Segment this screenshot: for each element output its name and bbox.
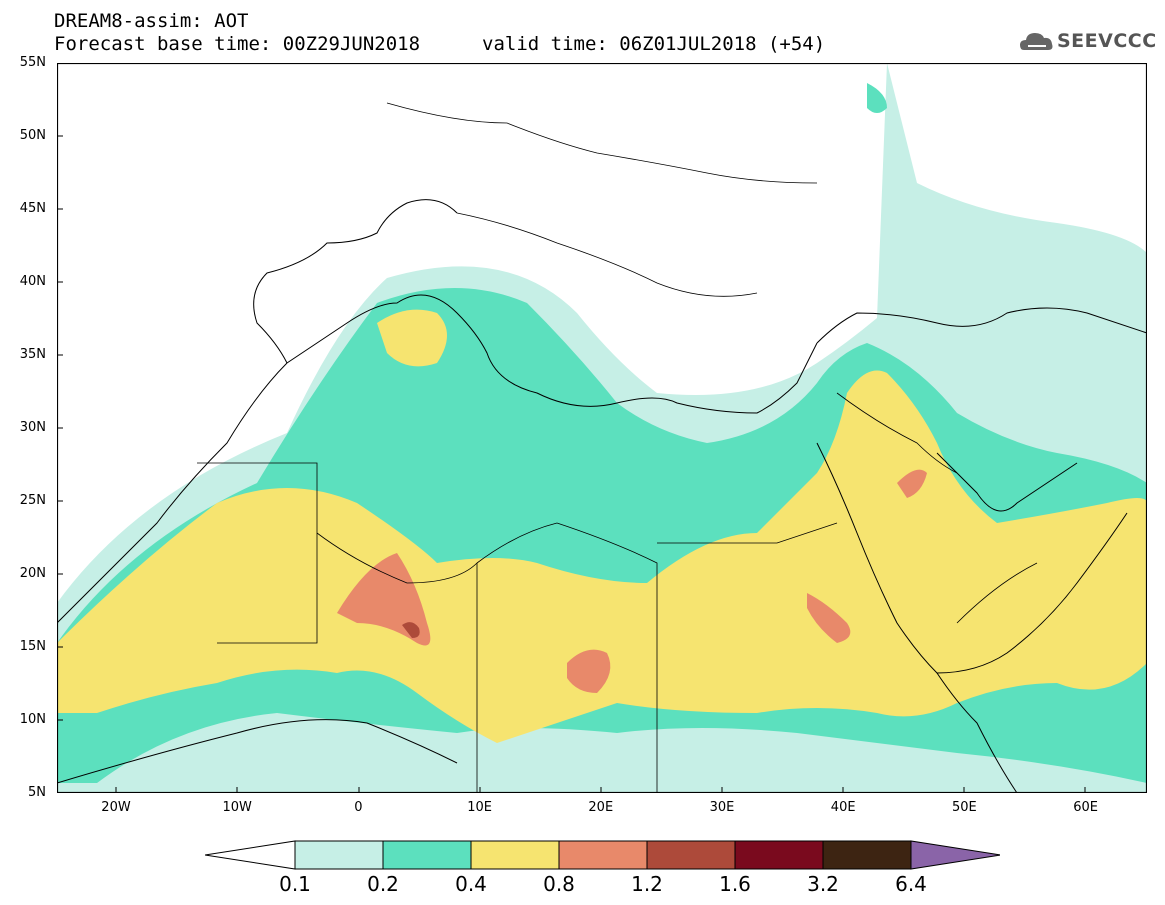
lon-label: 30E xyxy=(709,800,735,815)
aot-contour-0.8 xyxy=(337,469,927,693)
map-frame xyxy=(57,63,1147,793)
colorbar-swatch xyxy=(558,840,648,870)
colorbar-swatch-below xyxy=(205,840,296,870)
lat-label: 35N xyxy=(19,347,46,362)
aot-colorbar xyxy=(205,840,1000,870)
forecast-base-time: Forecast base time: 00Z29JUN2018 xyxy=(54,33,421,55)
colorbar-label: 0.2 xyxy=(367,872,399,896)
colorbar-swatch-above xyxy=(910,840,1000,870)
lon-label: 20W xyxy=(101,800,131,815)
aot-contour-0.4 xyxy=(57,309,1147,743)
lon-label: 50E xyxy=(952,800,977,815)
colorbar-label: 3.2 xyxy=(807,872,839,896)
lat-label: 5N xyxy=(28,785,46,800)
coastlines xyxy=(57,199,1147,793)
colorbar-label: 0.8 xyxy=(543,872,575,896)
lat-label: 50N xyxy=(19,128,46,143)
lat-label: 55N xyxy=(19,55,46,70)
colorbar-swatch xyxy=(646,840,736,870)
lat-label: 10N xyxy=(19,712,46,727)
colorbar-swatch xyxy=(470,840,560,870)
lat-label: 20N xyxy=(19,566,46,581)
lon-label: 60E xyxy=(1073,800,1098,815)
colorbar-swatch xyxy=(822,840,912,870)
lat-label: 25N xyxy=(19,493,46,508)
colorbar-swatch xyxy=(294,840,384,870)
aot-map xyxy=(57,63,1147,793)
colorbar-swatch xyxy=(382,840,472,870)
cloud-icon xyxy=(1020,33,1053,50)
map-title: DREAM8-assim: AOT xyxy=(54,10,249,32)
lat-label: 40N xyxy=(19,274,46,289)
lat-label: 15N xyxy=(19,639,46,654)
colorbar-label: 0.1 xyxy=(279,872,311,896)
lon-label: 10E xyxy=(467,800,492,815)
country-borders xyxy=(197,102,1038,793)
valid-time: valid time: 06Z01JUL2018 (+54) xyxy=(482,33,826,55)
colorbar-label: 1.6 xyxy=(719,872,751,896)
lon-label: 10W xyxy=(222,800,252,815)
seevccc-logo: SEEVCCC xyxy=(1057,30,1157,52)
lon-label: 0 xyxy=(354,800,363,815)
colorbar-label: 6.4 xyxy=(895,872,927,896)
colorbar-label: 1.2 xyxy=(631,872,663,896)
lat-label: 30N xyxy=(19,420,46,435)
lat-label: 45N xyxy=(19,201,46,216)
aot-contour-1.2 xyxy=(402,622,420,638)
colorbar-label: 0.4 xyxy=(455,872,487,896)
graticule-ticks xyxy=(57,63,1086,793)
lon-label: 20E xyxy=(588,800,614,815)
lon-label: 40E xyxy=(830,800,856,815)
colorbar-swatch xyxy=(734,840,824,870)
